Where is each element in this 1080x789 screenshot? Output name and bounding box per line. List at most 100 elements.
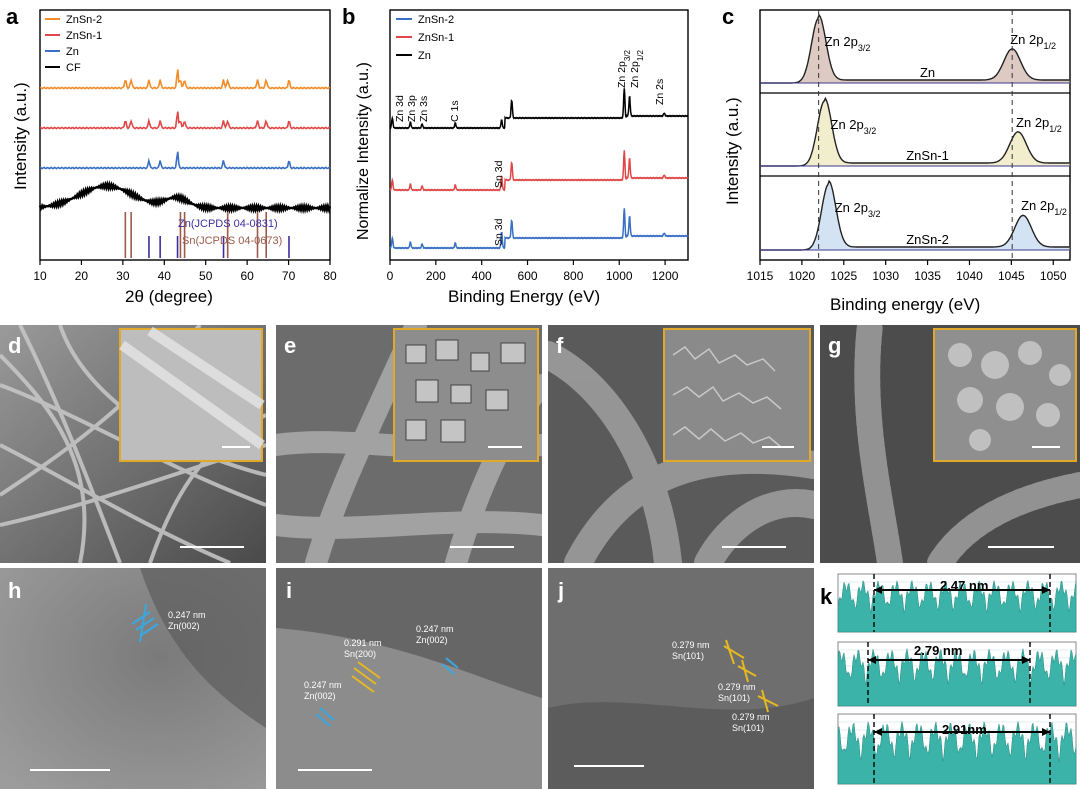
peak-zn2s: Zn 2s [654, 79, 666, 105]
panel-k-line-profiles: k 2.47 nm 2.79 nm 2.91nm [820, 573, 1077, 785]
x-tick-label: 40 [158, 269, 172, 283]
x-tick-label: 1045 [998, 269, 1025, 283]
panel-b-xps-survey-chart: b Normalize Intensity (a.u.) Binding Ene… [342, 4, 689, 306]
panel-letter-i: i [286, 578, 292, 603]
peak-zn3p: Zn 3p [406, 95, 418, 122]
i-d2: 0.247 nm [416, 624, 454, 634]
x-tick-label: 400 [472, 269, 492, 283]
panel-letter-e: e [284, 333, 296, 358]
x-tick-label: 70 [282, 269, 296, 283]
x-tick-label: 1015 [747, 269, 774, 283]
peak-c1s: C 1s [449, 100, 461, 122]
panel-letter-h: h [8, 578, 21, 603]
panel-letter-a: a [6, 4, 19, 29]
x-ticks: 0 200 400 600 800 1000 1200 [387, 260, 679, 283]
panel-a-xrd-chart: a Intensity (a.u.) 2θ (degree) 10 20 30 40 5… [6, 4, 337, 306]
panel-f-sem-image: f [548, 325, 814, 563]
h-plane: Zn(002) [168, 621, 200, 631]
legend-znsn2: ZnSn-2 [418, 14, 454, 26]
legend-znsn2: ZnSn-2 [66, 14, 102, 26]
profile-curve [837, 579, 1077, 633]
x-tick-label: 80 [323, 269, 337, 283]
peak-fill [760, 15, 1070, 84]
series-znsn1 [389, 150, 689, 192]
series-znsn2 [39, 69, 331, 90]
x-tick-label: 1020 [789, 269, 816, 283]
y-axis-label: Intensity (a.u.) [11, 82, 30, 190]
panel-letter-b: b [342, 4, 355, 29]
legend-zn: Zn [418, 50, 431, 62]
peak-fill [760, 181, 1070, 250]
subplot-name: Zn [920, 65, 935, 80]
legend-znsn1: ZnSn-1 [66, 30, 102, 42]
j-d1: 0.279 nm [672, 640, 710, 650]
label-2p12: Zn 2p1/2 [1016, 115, 1062, 134]
profiles [837, 573, 1077, 785]
x-tick-label: 1050 [1040, 269, 1067, 283]
panel-letter-k: k [820, 584, 833, 609]
x-tick-label: 0 [387, 269, 394, 283]
x-axis-label: Binding Energy (eV) [448, 287, 600, 306]
x-tick-label: 10 [33, 269, 47, 283]
plot-frame [759, 9, 1071, 261]
label-2p12: Zn 2p1/2 [1010, 32, 1056, 51]
peak-zn3s: Zn 3s [418, 96, 430, 122]
peak-fill [760, 98, 1070, 166]
x-axis-label: Binding energy (eV) [830, 295, 980, 314]
series-znsn1 [39, 111, 331, 130]
panel-letter-c: c [722, 4, 734, 29]
panel-letter-j: j [557, 578, 564, 603]
h-d-spacing: 0.247 nm [168, 610, 206, 620]
ref-label-zn: Zn(JCPDS 04-0831) [178, 218, 278, 230]
peak-zn3d: Zn 3d [394, 95, 406, 122]
legend: ZnSn-2 ZnSn-1 Zn [396, 14, 454, 62]
xrd-curves [38, 69, 332, 215]
label-2p32: Zn 2p3/2 [825, 34, 871, 53]
x-tick-label: 1000 [606, 269, 633, 283]
peak-sn3d-mid: Sn 3d [493, 160, 505, 188]
legend: ZnSn-2 ZnSn-1 Zn CF [45, 14, 102, 74]
x-tick-label: 1025 [830, 269, 857, 283]
j-d3: 0.279 nm [732, 712, 770, 722]
y-axis-label: Intensity (a.u.) [723, 97, 742, 205]
subplot-name: ZnSn-1 [906, 148, 949, 163]
reference-lines [124, 212, 290, 258]
label-2p32: Zn 2p3/2 [831, 117, 877, 136]
j-p2: Sn(101) [718, 693, 750, 703]
j-p3: Sn(101) [732, 723, 764, 733]
x-ticks: 1015 1020 1025 1030 1035 1040 1045 1050 [747, 260, 1067, 283]
xps-survey-curves [389, 88, 689, 250]
panel-g-sem-image: g [820, 325, 1080, 563]
series-cf [38, 179, 332, 215]
label-2p32: Zn 2p3/2 [835, 200, 881, 219]
panel-letter-g: g [828, 333, 841, 358]
x-axis-label: 2θ (degree) [125, 287, 213, 306]
plot-frame [39, 9, 331, 261]
x-tick-label: 50 [199, 269, 213, 283]
panel-c-zn2p-chart: c Intensity (a.u.) Binding energy (eV) 1… [722, 4, 1071, 314]
peak-sn3d-bottom: Sn 3d [493, 218, 505, 246]
x-tick-label: 1040 [956, 269, 983, 283]
i-d1: 0.291 nm [344, 638, 382, 648]
x-tick-label: 60 [240, 269, 254, 283]
x-tick-label: 1200 [652, 269, 679, 283]
panel-i-tem-image: 0.291 nm Sn(200) 0.247 nm Zn(002) 0.247 … [276, 568, 542, 789]
k-label-1: 2.47 nm [940, 578, 988, 593]
subplot-name: ZnSn-2 [906, 232, 949, 247]
peak-zn2p32: Zn 2p3/2 [616, 49, 632, 88]
zn2p-curves: Zn 2p3/2 Zn 2p1/2 Zn Zn 2p3/2 Zn 2p1/2 ZnSn-1… [760, 10, 1070, 260]
series-zn [39, 151, 331, 170]
plot-frame [389, 9, 689, 261]
i-p1: Sn(200) [344, 649, 376, 659]
x-tick-label: 600 [518, 269, 538, 283]
legend-cf: CF [66, 62, 81, 74]
legend-znsn1: ZnSn-1 [418, 32, 454, 44]
y-axis-label: Normalize Intensity (a.u.) [355, 62, 372, 240]
label-2p12: Zn 2p1/2 [1021, 198, 1067, 217]
k-label-3: 2.91nm [942, 722, 987, 737]
x-tick-label: 1035 [914, 269, 941, 283]
peak-zn2p12: Zn 2p1/2 [629, 49, 645, 88]
i-p2: Zn(002) [416, 635, 448, 645]
panel-letter-d: d [8, 333, 21, 358]
x-tick-label: 200 [426, 269, 446, 283]
